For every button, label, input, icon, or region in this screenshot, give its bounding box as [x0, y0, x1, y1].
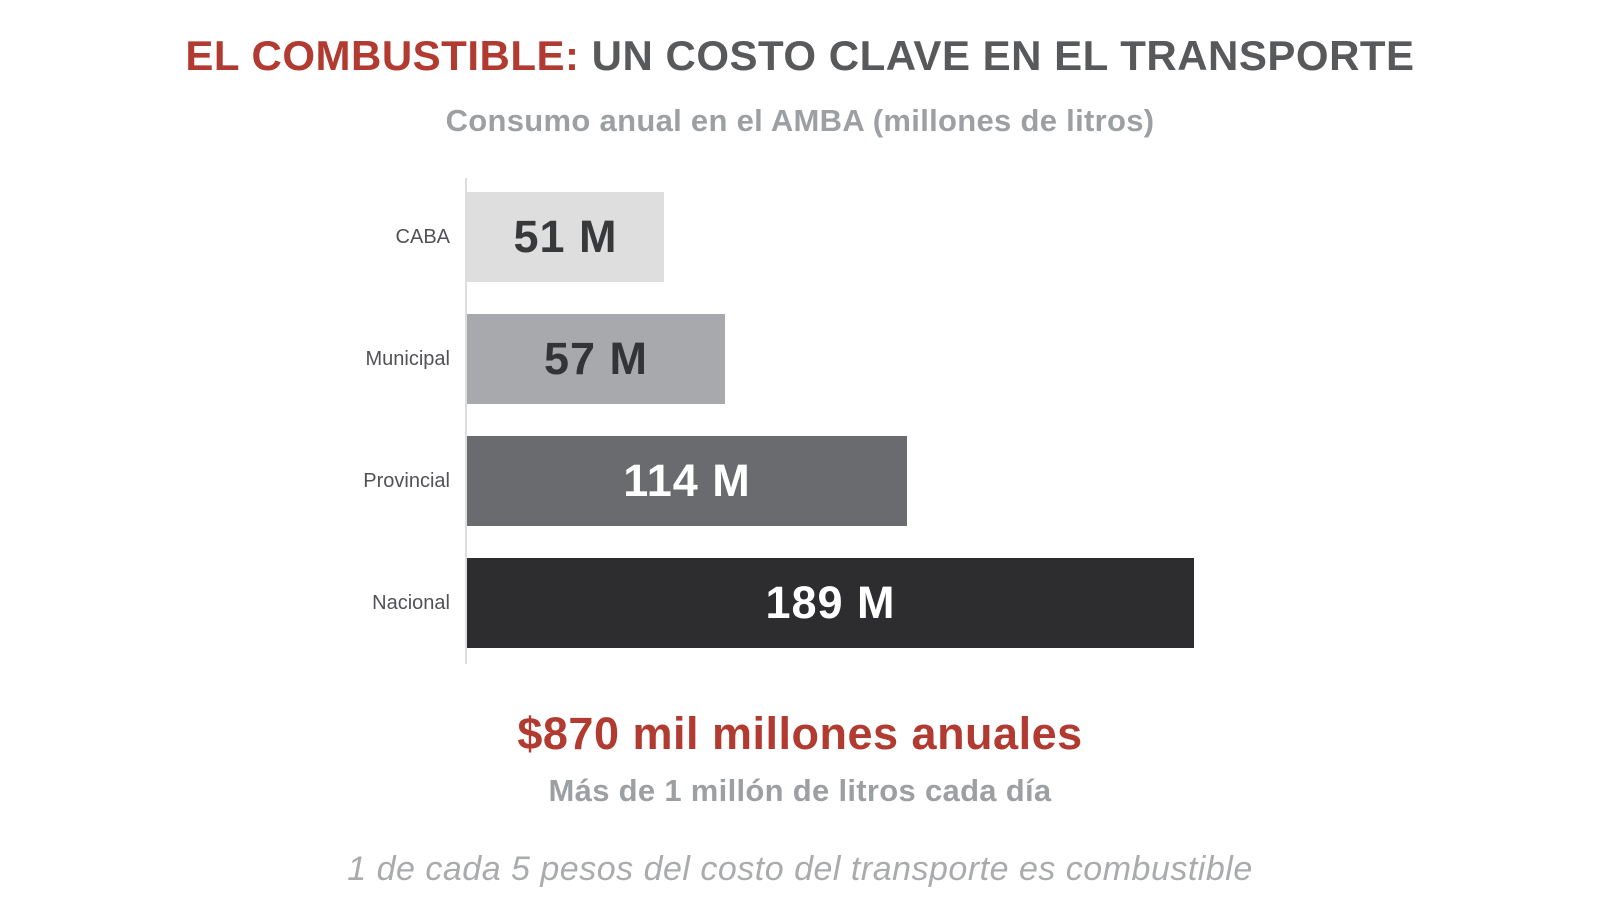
bar-label-municipal: Municipal [365, 347, 450, 370]
bar-nacional: 189 M [467, 558, 1194, 649]
title-rest: UN COSTO CLAVE EN EL TRANSPORTE [591, 32, 1415, 79]
bar-label-caba: CABA [395, 225, 450, 248]
footer-note: 1 de cada 5 pesos del costo del transpor… [347, 850, 1253, 889]
bar-municipal: 57 M [467, 314, 725, 405]
bar-caba: 51 M [467, 192, 664, 283]
title-highlight: EL COMBUSTIBLE: [185, 32, 580, 79]
bar-label-nacional: Nacional [372, 591, 450, 614]
bar-chart: CABA 51 M Municipal 57 M Provincial 114 … [363, 178, 1365, 665]
bar-value-municipal: 57 M [543, 333, 649, 385]
bar-value-provincial: 114 M [623, 455, 751, 507]
bar-row-provincial: Provincial 114 M [363, 436, 1365, 527]
bar-value-caba: 51 M [513, 211, 618, 263]
footer-subline: Más de 1 millón de litros cada día [548, 773, 1052, 809]
bar-row-municipal: Municipal 57 M [366, 314, 1365, 405]
page-title: EL COMBUSTIBLE: UN COSTO CLAVE EN EL TRA… [0, 32, 1600, 79]
bar-label-provincial: Provincial [363, 469, 450, 492]
bar-provincial: 114 M [467, 436, 907, 527]
infographic-page: EL COMBUSTIBLE: UN COSTO CLAVE EN EL TRA… [0, 32, 1600, 900]
footer-headline: $870 mil millones anuales [517, 708, 1083, 760]
bar-value-nacional: 189 M [765, 577, 896, 629]
chart-subtitle: Consumo anual en el AMBA (millones de li… [445, 103, 1155, 139]
bar-row-caba: CABA 51 M [396, 192, 1365, 283]
bar-row-nacional: Nacional 189 M [372, 558, 1365, 649]
